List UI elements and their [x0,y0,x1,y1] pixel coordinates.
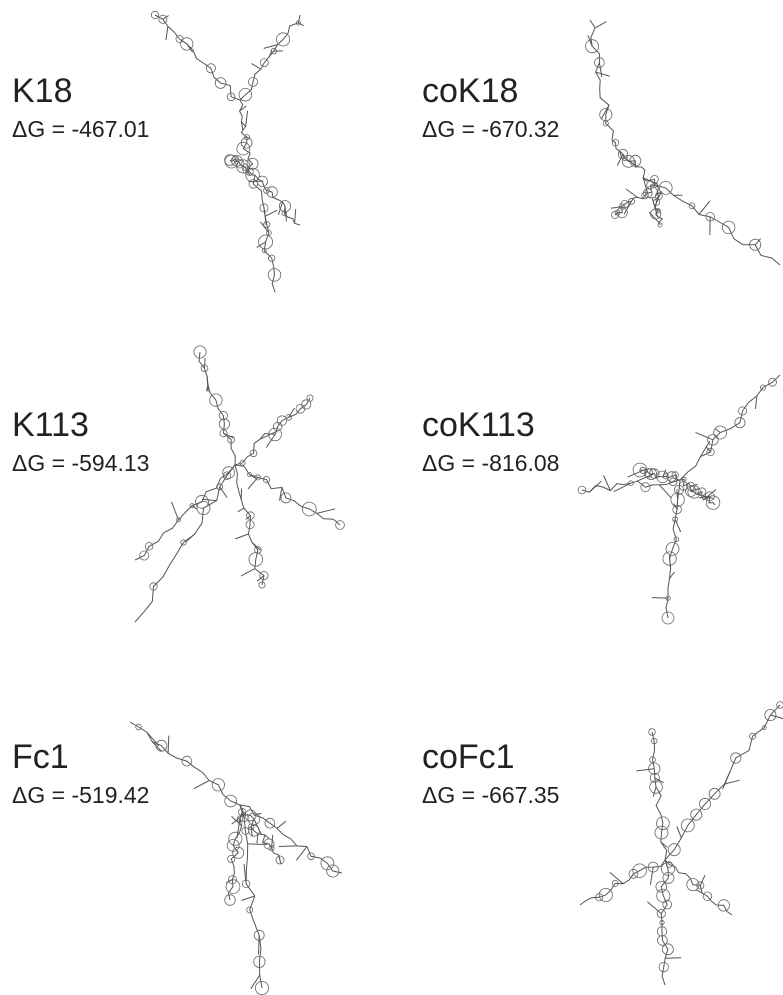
rna-stem [755,396,757,409]
rna-strand [615,185,655,215]
panel-name: coFc1 [422,738,515,776]
page: K18 ΔG = -467.01 coK18 ΔG = -670.32 K113… [0,0,783,995]
rna-stem [298,23,303,26]
rna-stem [252,542,261,550]
rna-stem [696,432,713,439]
rna-stem [677,489,678,499]
rna-stem [317,509,335,514]
rna-stem [252,64,261,70]
rna-strand [666,480,680,618]
rna-stem [610,872,623,883]
panel-energy: ΔG = -667.35 [422,782,559,808]
rna-strand [680,375,780,480]
rna-strand [199,352,235,465]
rna-strand [652,732,667,860]
rna-stem [725,780,740,784]
rna-stem [599,63,601,77]
rna-stem [277,821,286,828]
panel-name: coK18 [422,72,518,110]
panel-energy: ΔG = -467.01 [12,116,149,142]
rna-strand [135,465,235,560]
rna-stem [238,508,244,512]
rna-stem [652,598,668,599]
rna-stem [653,787,656,797]
rna-stem [257,242,266,247]
rna-stem [241,569,255,577]
rna-stem [715,429,720,433]
rna-stem [205,358,206,368]
rna-stem [700,875,705,885]
rna-stem [241,896,254,901]
rna-stem [677,827,682,838]
rna-stem [659,485,671,498]
rna-stem [650,867,653,885]
rna-stem [296,847,307,861]
rna-stem [626,189,637,197]
rna-stem [186,534,195,542]
rna-stem [279,846,297,847]
rna-stem [246,111,248,127]
rna-stem [232,814,244,824]
rna-stem [649,212,659,222]
rna-strand [240,15,300,100]
panel-energy: ΔG = -594.13 [12,450,149,476]
rna-stem [723,771,731,789]
structures [130,11,783,994]
rna-stem [675,519,681,532]
rna-strand [655,185,780,265]
rna-stem [595,22,606,28]
rna-stem [636,769,654,771]
rna-stem [285,206,286,221]
rna-stem [601,105,609,119]
rna-strand [235,398,310,465]
rna-stem [220,487,227,498]
rna-stem [652,198,657,217]
panel-energy: ΔG = -816.08 [422,450,559,476]
panel-energy: ΔG = -519.42 [12,782,149,808]
rna-stem [168,736,169,754]
rna-stem [248,477,258,489]
rna-stem [699,201,710,215]
rna-stem [770,715,783,719]
rna-strand [590,20,613,140]
panel-name: K18 [12,72,73,110]
rna-stem [166,26,168,40]
rna-stem [663,470,666,477]
panel-name: coK113 [422,406,535,444]
rna-stem [171,502,178,520]
rna-stem [647,902,661,914]
rna-stem [628,470,643,477]
rna-strand [580,860,665,905]
rna-strand [235,465,264,585]
rna-strand [255,175,300,225]
panel-name: K113 [12,406,89,444]
rna-stem [202,499,217,501]
rna-stem [147,732,159,746]
rna-strand [661,860,668,985]
rna-stem [194,781,209,789]
rna-stem [259,935,260,954]
figure: K18 ΔG = -467.01 coK18 ΔG = -670.32 K113… [0,0,783,995]
rna-stem [295,209,296,223]
rna-stem [235,534,248,539]
rna-strand [135,465,235,622]
panel-energy: ΔG = -670.32 [422,116,559,142]
rna-strand [240,805,262,988]
panel-name: Fc1 [12,738,69,776]
